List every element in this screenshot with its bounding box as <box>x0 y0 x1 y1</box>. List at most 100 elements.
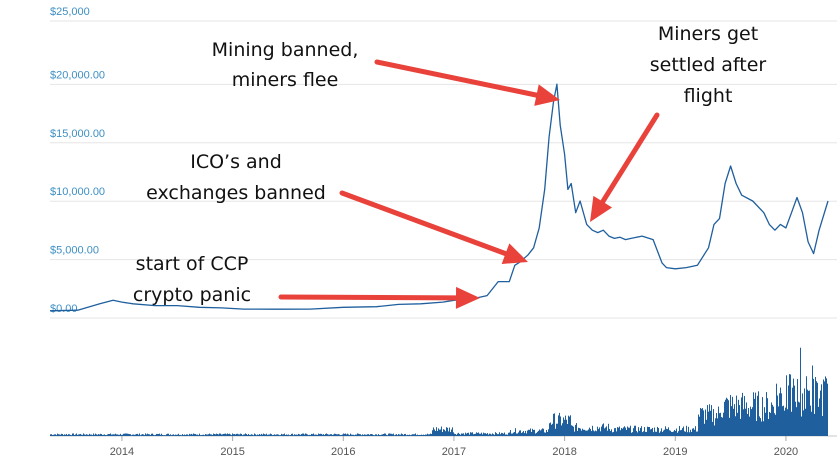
volume-bar <box>641 426 642 436</box>
volume-bar <box>126 433 127 436</box>
annotation-arrow <box>339 190 508 257</box>
x-tick-label: 2018 <box>552 446 576 457</box>
volume-bar <box>74 434 75 436</box>
volume-bar <box>485 433 486 436</box>
volume-bar <box>574 431 575 436</box>
volume-bar <box>743 409 744 436</box>
volume-bar <box>372 434 373 436</box>
volume-bar <box>564 419 565 436</box>
volume-bar <box>289 435 290 436</box>
volume-bar <box>408 434 409 436</box>
volume-bar <box>388 433 389 436</box>
volume-bar <box>537 431 538 436</box>
volume-bar <box>530 428 531 436</box>
volume-bar <box>539 429 540 436</box>
volume-bar <box>266 433 267 436</box>
x-tick-label: 2020 <box>774 446 798 457</box>
volume-bar <box>407 434 408 436</box>
volume-bar <box>508 432 509 436</box>
volume-bar <box>707 405 708 436</box>
volume-bar <box>393 433 394 436</box>
volume-bar <box>806 376 807 436</box>
volume-bar <box>142 434 143 436</box>
volume-bar <box>356 434 357 436</box>
volume-bar <box>294 434 295 436</box>
volume-bar <box>749 416 750 436</box>
volume-bar <box>90 434 91 436</box>
volume-bar <box>629 427 630 436</box>
volume-bar <box>162 434 163 436</box>
volume-bar <box>129 434 130 436</box>
volume-bar <box>379 435 380 436</box>
volume-bar <box>792 387 793 436</box>
volume-bar <box>91 434 92 436</box>
volume-bar <box>175 434 176 436</box>
volume-bar <box>279 435 280 436</box>
volume-bar <box>111 434 112 436</box>
volume-bar <box>495 432 496 436</box>
volume-bar <box>810 405 811 436</box>
volume-bar <box>224 433 225 436</box>
volume-bar <box>231 435 232 436</box>
volume-bar <box>735 416 736 436</box>
volume-bar <box>237 433 238 436</box>
volume-bar <box>230 434 231 436</box>
volume-bar <box>375 434 376 436</box>
volume-bar <box>198 435 199 436</box>
volume-bar <box>639 430 640 436</box>
volume-bar <box>793 378 794 436</box>
volume-bar <box>236 433 237 436</box>
volume-bar <box>568 415 569 436</box>
volume-bar <box>145 433 146 436</box>
volume-bar <box>252 434 253 436</box>
volume-bar <box>714 425 715 436</box>
volume-bar <box>362 434 363 436</box>
volume-bar <box>101 434 102 436</box>
volume-bar <box>753 392 754 436</box>
volume-bar <box>626 429 627 436</box>
volume-bar <box>455 434 456 436</box>
volume-bar <box>479 433 480 436</box>
volume-bar <box>343 433 344 436</box>
volume-bar <box>713 409 714 436</box>
volume-bar <box>238 434 239 436</box>
volume-bar <box>346 434 347 436</box>
volume-bar <box>677 432 678 436</box>
volume-bar <box>545 432 546 436</box>
volume-bar <box>207 434 208 436</box>
y-axis-ticks: $0.00 $5,000.00 $10,000.00 $15,000.00 $20,00… <box>50 6 105 315</box>
volume-bar <box>510 430 511 436</box>
volume-bar <box>307 434 308 436</box>
volume-bar <box>685 431 686 436</box>
volume-bar <box>578 427 579 436</box>
volume-bar <box>469 434 470 436</box>
volume-bar <box>756 420 757 436</box>
volume-bar <box>263 433 264 436</box>
volume-bar <box>220 433 221 436</box>
volume-bar <box>378 434 379 436</box>
volume-bar <box>498 434 499 436</box>
volume-bar <box>108 433 109 436</box>
volume-bar <box>775 414 776 436</box>
volume-bar <box>258 434 259 436</box>
volume-bar <box>227 433 228 436</box>
volume-bar <box>116 434 117 436</box>
volume-bar <box>519 430 520 436</box>
volume-bar <box>366 434 367 436</box>
volume-bar <box>621 428 622 436</box>
volume-bar <box>247 434 248 436</box>
volume-bar <box>644 427 645 436</box>
volume-bar <box>762 397 763 436</box>
volume-bar <box>745 408 746 436</box>
volume-bar <box>779 393 780 436</box>
volume-bar <box>531 431 532 436</box>
volume-bar <box>710 410 711 436</box>
volume-bar <box>274 434 275 436</box>
volume-bar <box>822 416 823 436</box>
volume-bar <box>656 431 657 436</box>
volume-bar <box>809 390 810 436</box>
volume-bar <box>824 381 825 436</box>
volume-bar <box>331 434 332 436</box>
volume-bar <box>797 379 798 436</box>
volume-bar <box>474 433 475 436</box>
